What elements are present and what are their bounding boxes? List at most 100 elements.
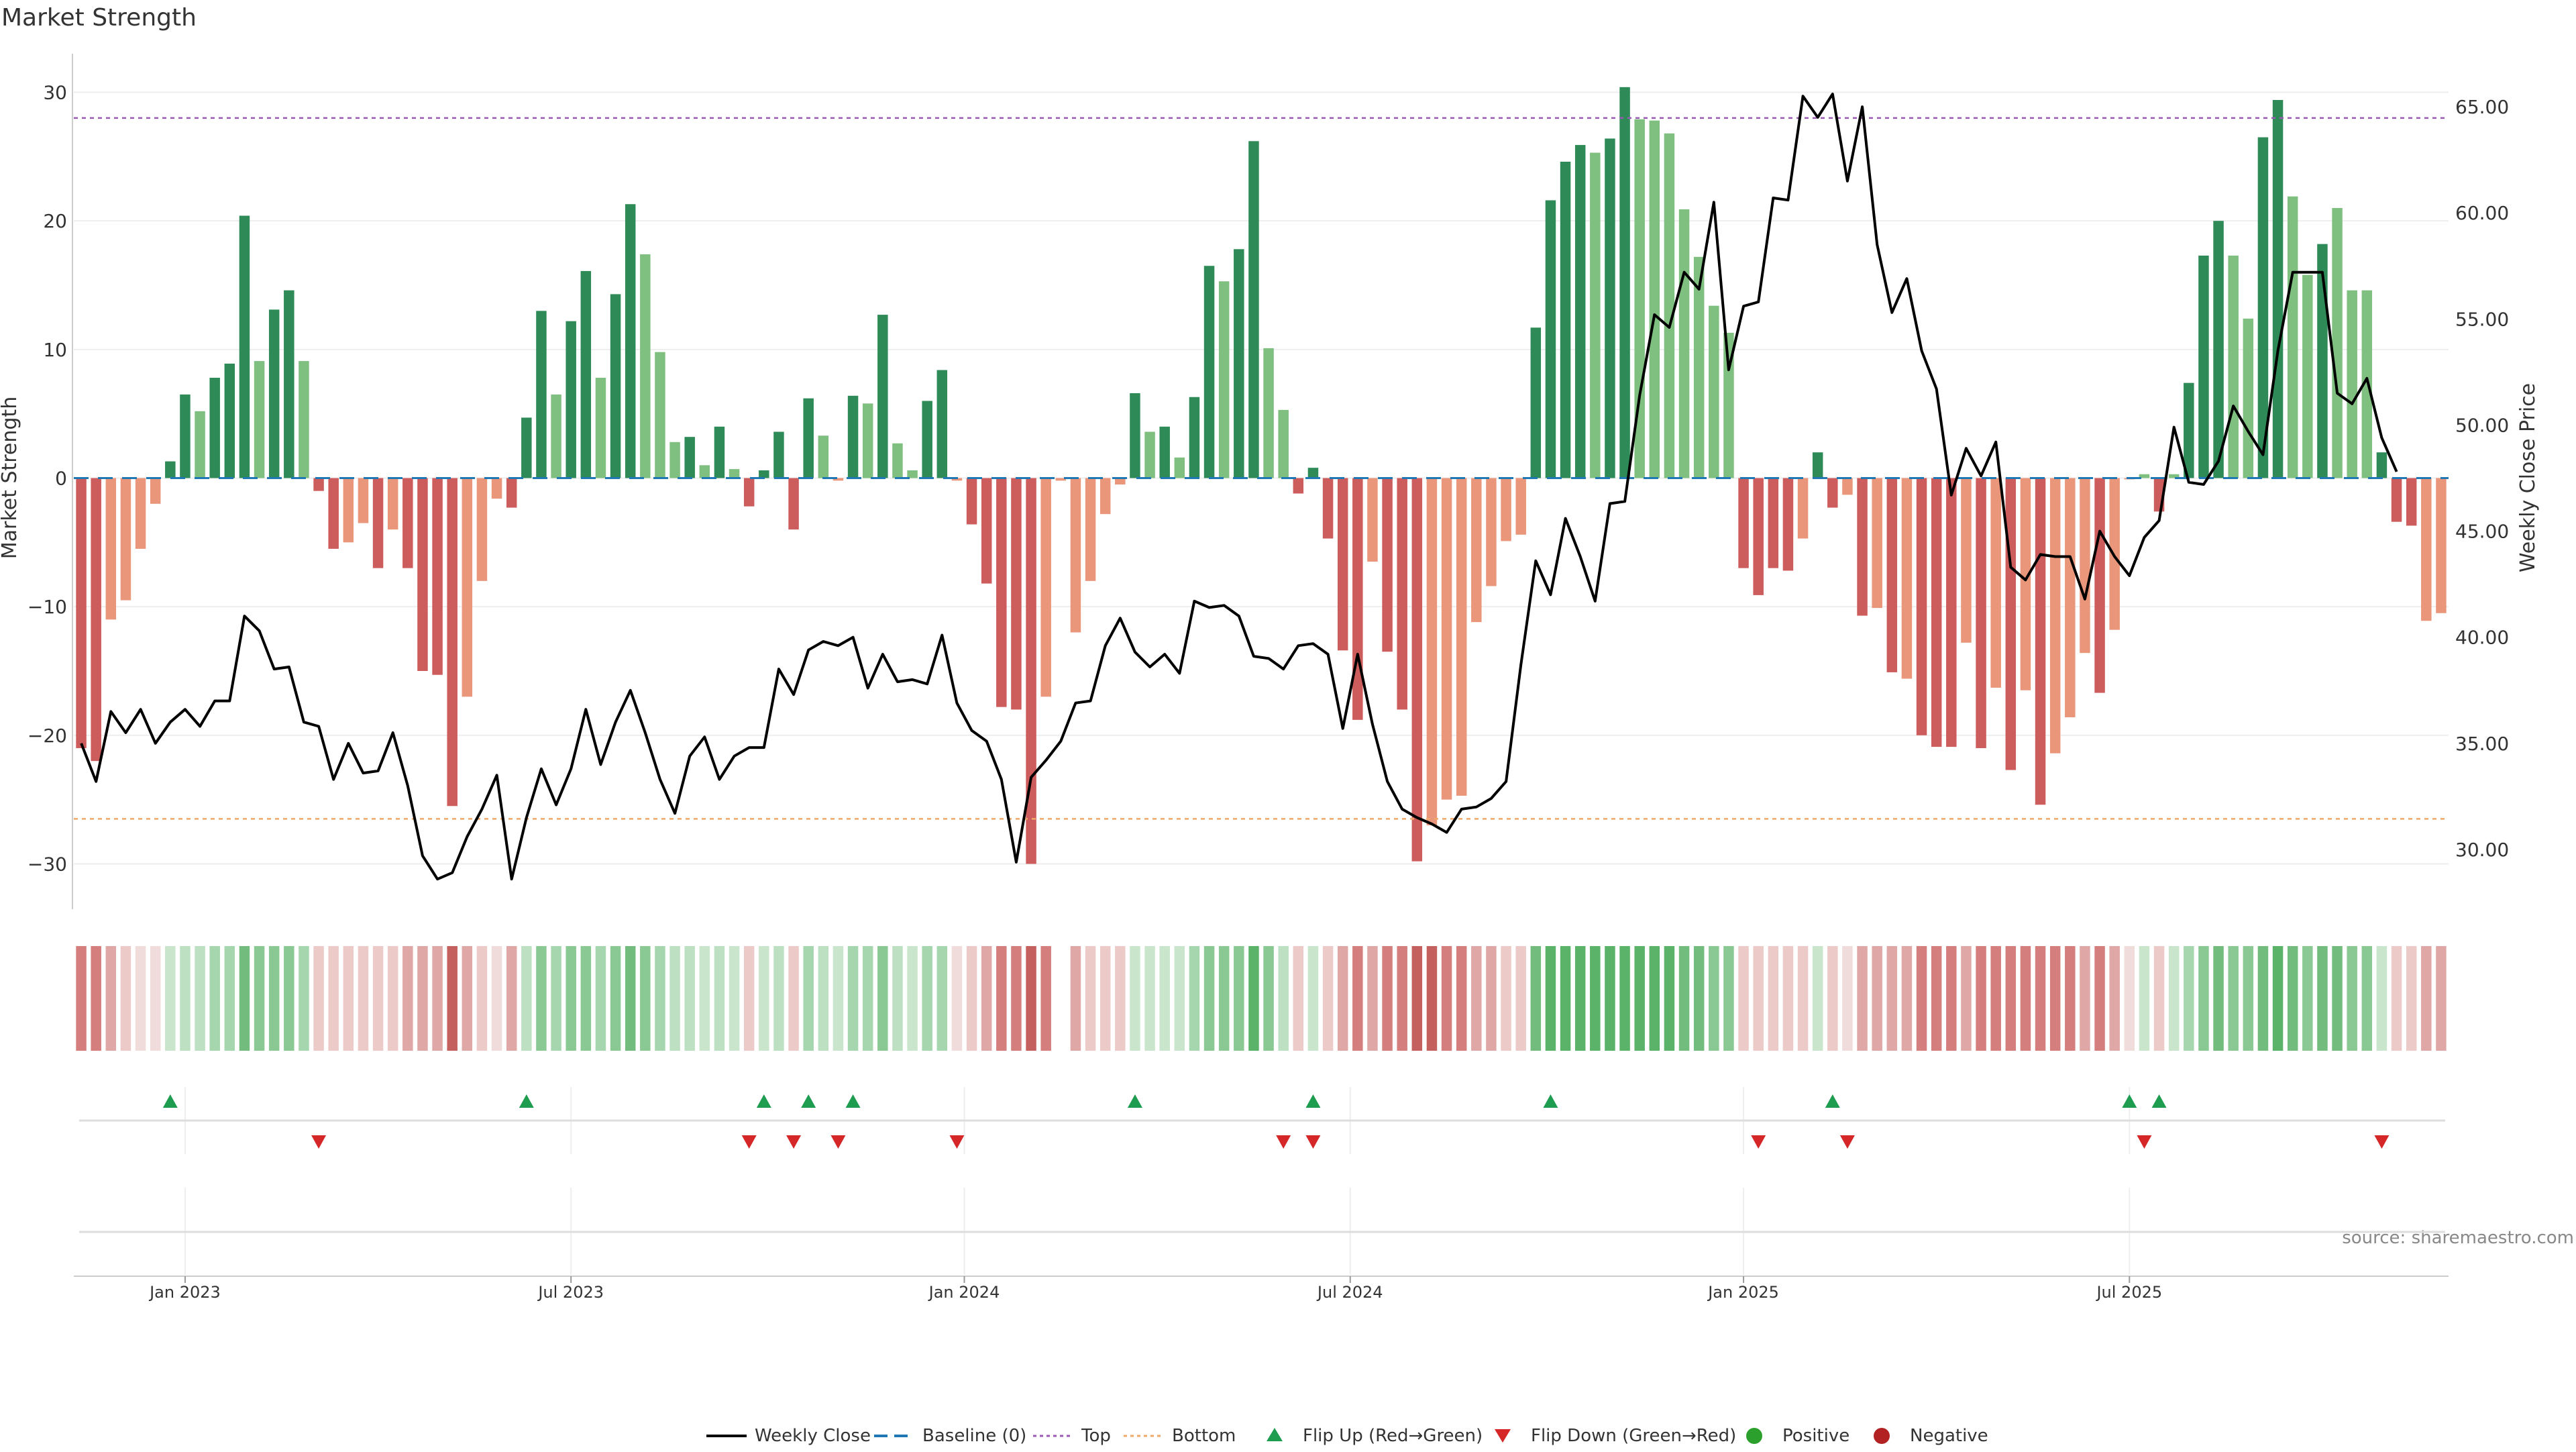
legend: Weekly Close Baseline (0) Top Bottom Flip Up… bbox=[706, 1426, 1988, 1446]
heat-cell bbox=[1768, 946, 1779, 1051]
strength-bar bbox=[1931, 478, 1942, 747]
strength-bar bbox=[1797, 478, 1809, 539]
y-tick-label-right: 50.00 bbox=[2455, 414, 2509, 436]
strength-bar bbox=[521, 417, 532, 478]
legend-item-top[interactable]: Top bbox=[1033, 1426, 1111, 1446]
heat-cell bbox=[2243, 946, 2254, 1051]
heat-cell bbox=[743, 946, 755, 1051]
strength-bar bbox=[936, 370, 948, 478]
heat-cell bbox=[595, 946, 606, 1051]
heat-cell bbox=[699, 946, 710, 1051]
heat-cell bbox=[640, 946, 651, 1051]
heat-cell bbox=[1961, 946, 1972, 1051]
heat-cell bbox=[195, 946, 205, 1051]
heat-cell bbox=[1560, 946, 1571, 1051]
heat-cell bbox=[417, 946, 428, 1051]
strength-bar bbox=[402, 478, 413, 568]
strength-bar bbox=[1411, 478, 1423, 862]
flip-down-marker bbox=[1751, 1135, 1766, 1149]
legend-item-baseline[interactable]: Baseline (0) bbox=[874, 1426, 1026, 1446]
heat-cell bbox=[1411, 946, 1423, 1051]
heat-cell bbox=[788, 946, 799, 1051]
heat-cell bbox=[2421, 946, 2432, 1051]
strength-bar bbox=[2347, 290, 2357, 478]
x-tick-label: Jul 2023 bbox=[537, 1283, 604, 1302]
y-tick-label-left: −10 bbox=[28, 596, 67, 618]
heat-cell bbox=[209, 946, 220, 1051]
strength-bar bbox=[2080, 478, 2090, 654]
heat-cell bbox=[2153, 946, 2165, 1051]
strength-bar bbox=[1723, 332, 1734, 478]
strength-bar bbox=[2228, 255, 2239, 478]
legend-item-weekly[interactable]: Weekly Close bbox=[706, 1426, 871, 1446]
heat-cell bbox=[1976, 946, 1986, 1051]
heat-cell bbox=[2049, 946, 2061, 1051]
legend-item-flipup[interactable]: Flip Up (Red→Green) bbox=[1267, 1426, 1483, 1446]
strength-bar bbox=[1456, 478, 1467, 796]
heat-cell bbox=[1709, 946, 1719, 1051]
strength-bar bbox=[1130, 393, 1140, 478]
legend-label: Flip Down (Green→Red) bbox=[1531, 1426, 1736, 1446]
strength-bar bbox=[2198, 255, 2209, 478]
strength-bar bbox=[1159, 426, 1170, 478]
heat-cell bbox=[2391, 946, 2402, 1051]
x-tick-label: Jan 2023 bbox=[148, 1283, 221, 1302]
heat-cell bbox=[1382, 946, 1393, 1051]
heat-cell bbox=[1130, 946, 1140, 1051]
legend-item-flipdown[interactable]: Flip Down (Green→Red) bbox=[1495, 1426, 1736, 1446]
strength-bar bbox=[299, 361, 309, 478]
heat-cell bbox=[120, 946, 131, 1051]
legend-swatch bbox=[1746, 1428, 1762, 1444]
heat-cell bbox=[165, 946, 176, 1051]
heat-cell bbox=[1174, 946, 1185, 1051]
strength-bar bbox=[1709, 305, 1719, 478]
strength-bar bbox=[432, 478, 443, 675]
heat-cell bbox=[1901, 946, 1913, 1051]
strength-bar bbox=[1738, 478, 1749, 568]
strength-bar bbox=[1026, 478, 1036, 864]
legend-item-negative[interactable]: Negative bbox=[1874, 1426, 1988, 1446]
legend-item-positive[interactable]: Positive bbox=[1746, 1426, 1849, 1446]
strength-bar bbox=[1842, 478, 1853, 495]
heat-cell bbox=[1218, 946, 1230, 1051]
flip-down-marker bbox=[786, 1135, 802, 1149]
y-tick-label-right: 65.00 bbox=[2455, 96, 2509, 118]
strength-bar bbox=[313, 478, 324, 491]
heat-cell bbox=[1011, 946, 1022, 1051]
heat-cell bbox=[1515, 946, 1526, 1051]
strength-bar bbox=[1234, 249, 1244, 478]
strength-bar bbox=[2139, 474, 2150, 478]
heat-cell bbox=[803, 946, 814, 1051]
heat-cell bbox=[580, 946, 592, 1051]
heat-cell bbox=[76, 946, 87, 1051]
heat-cell bbox=[862, 946, 873, 1051]
heat-cell bbox=[818, 946, 829, 1051]
legend-item-bottom[interactable]: Bottom bbox=[1124, 1426, 1236, 1446]
heat-cell bbox=[2020, 946, 2031, 1051]
heat-cell bbox=[1842, 946, 1853, 1051]
heat-cell bbox=[105, 946, 117, 1051]
strength-bar bbox=[284, 290, 294, 478]
strength-bar bbox=[2213, 221, 2224, 478]
x-tick-label: Jul 2024 bbox=[1316, 1283, 1383, 1302]
strength-bar bbox=[847, 395, 859, 478]
heat-cell bbox=[551, 946, 561, 1051]
heat-cell bbox=[714, 946, 725, 1051]
heat-cell bbox=[966, 946, 977, 1051]
chart-title: Market Strength bbox=[1, 4, 197, 32]
heat-cell bbox=[91, 946, 101, 1051]
strength-bar bbox=[1203, 266, 1215, 478]
strength-bar bbox=[951, 478, 963, 481]
strength-bar bbox=[343, 478, 354, 543]
strength-bar bbox=[224, 363, 235, 478]
strength-bar bbox=[684, 437, 695, 478]
heat-cell bbox=[1634, 946, 1645, 1051]
flip-up-marker bbox=[1127, 1094, 1142, 1108]
strength-bar bbox=[1560, 162, 1571, 478]
heat-cell bbox=[1278, 946, 1289, 1051]
strength-bar bbox=[1248, 141, 1259, 478]
y-tick-label-right: 40.00 bbox=[2455, 627, 2509, 649]
x-tick-label: Jan 2025 bbox=[1707, 1283, 1779, 1302]
heat-cell bbox=[759, 946, 769, 1051]
heat-cell bbox=[2406, 946, 2417, 1051]
